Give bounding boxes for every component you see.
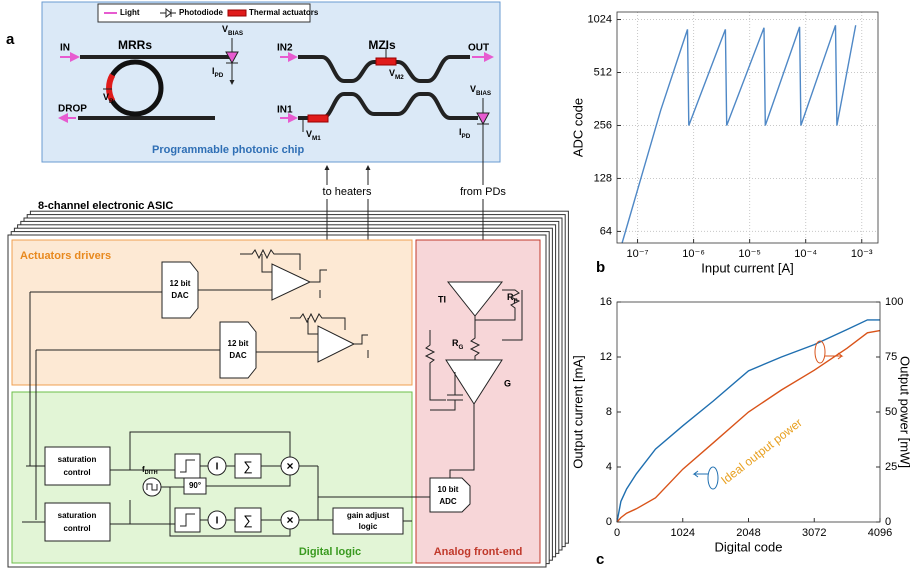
y2-tick-label: 0 — [885, 516, 891, 528]
integrator-label: I — [216, 462, 219, 473]
dac-label: 12 bit — [170, 279, 191, 288]
figure: a Light Photodiode Thermal actuators MRRs IN D… — [0, 0, 914, 572]
sum-label: ∑ — [243, 458, 252, 473]
y-tick-label: 512 — [594, 66, 612, 78]
dac — [220, 322, 256, 378]
y2-axis-label: Output power [mW] — [898, 356, 913, 468]
legend-text: Thermal actuators — [249, 8, 319, 17]
port-label: IN2 — [277, 43, 293, 54]
y-tick-label: 128 — [594, 172, 612, 184]
g-label: G — [504, 378, 511, 388]
symbol-sub: BIAS — [228, 30, 243, 37]
port-label: DROP — [58, 104, 87, 115]
y-axis-label: Output current [mA] — [570, 355, 585, 468]
saturation-label: control — [63, 468, 90, 477]
x-tick-label: 10⁻⁷ — [627, 248, 649, 260]
mrr-title: MRRs — [118, 38, 152, 52]
dac-label: 12 bit — [228, 339, 249, 348]
x-tick-label: 10⁻⁵ — [738, 248, 761, 260]
x-tick-label: 10⁻⁶ — [682, 248, 705, 260]
symbol-sub: PD — [462, 133, 471, 140]
saturation-label: control — [63, 524, 90, 533]
y-tick-label: 8 — [606, 406, 612, 418]
y-tick-label: 12 — [600, 351, 612, 363]
symbol-sub: G — [459, 344, 464, 351]
port-label: IN1 — [277, 105, 293, 116]
saturation-label: saturation — [58, 511, 97, 520]
y-tick-label: 1024 — [588, 13, 612, 25]
x-tick-label: 10⁻⁴ — [794, 248, 817, 260]
symbol-sub: BIAS — [476, 90, 491, 97]
block-title: Actuators drivers — [20, 250, 111, 262]
multiply-label: × — [286, 513, 293, 527]
sum-label: ∑ — [243, 512, 252, 527]
ti-label: TI — [438, 294, 446, 304]
symbol-sub: R — [109, 98, 114, 105]
y-tick-label: 0 — [606, 516, 612, 528]
asic-title: 8-channel electronic ASIC — [38, 200, 173, 212]
y-axis-label: ADC code — [570, 98, 585, 157]
y2-tick-label: 100 — [885, 296, 903, 308]
page: {"diagram": { "panel_label": "a", "legen… — [0, 0, 914, 572]
legend-heater — [228, 10, 246, 16]
symbol-sub: M2 — [395, 74, 404, 81]
dac — [162, 262, 198, 318]
y-tick-label: 64 — [600, 225, 612, 237]
saturation-box — [45, 503, 110, 541]
adc-label: ADC — [439, 497, 457, 506]
x-tick-label: 2048 — [736, 527, 760, 539]
mzi-title: MZIs — [368, 38, 396, 52]
block-title: Digital logic — [299, 546, 361, 558]
dac-label: DAC — [171, 291, 189, 300]
y2-tick-label: 75 — [885, 351, 897, 363]
symbol-sub: PD — [215, 72, 224, 79]
panel-label: a — [6, 31, 15, 48]
integrator-label: I — [216, 516, 219, 527]
x-tick-label: 3072 — [802, 527, 826, 539]
x-axis-label: Input current [A] — [701, 260, 794, 275]
link-label: from PDs — [460, 186, 506, 198]
heater — [308, 115, 328, 122]
phase-label: 90° — [189, 481, 201, 490]
x-tick-label: 1024 — [671, 527, 695, 539]
legend-text: Light — [120, 8, 140, 17]
panel-label: c — [596, 551, 604, 568]
panel-label: b — [596, 259, 605, 276]
adc-label: 10 bit — [438, 485, 459, 494]
chip-title: Programmable photonic chip — [152, 144, 304, 156]
symbol-sub: M1 — [312, 135, 321, 142]
saturation-box — [45, 447, 110, 485]
x-tick-label: 10⁻³ — [851, 248, 873, 260]
y-tick-label: 4 — [606, 461, 612, 473]
y-tick-label: 256 — [594, 119, 612, 131]
heater — [376, 58, 396, 65]
y2-tick-label: 25 — [885, 461, 897, 473]
nonlinear-block — [175, 454, 200, 478]
x-tick-label: 0 — [614, 527, 620, 539]
block-title: Analog front-end — [434, 546, 523, 558]
multiply-label: × — [286, 459, 293, 473]
x-axis-label: Digital code — [715, 539, 783, 554]
gain-adjust-label: logic — [359, 522, 378, 531]
legend-text: Photodiode — [179, 8, 224, 17]
port-label: OUT — [468, 43, 489, 54]
x-tick-label: 4096 — [868, 527, 892, 539]
link-label: to heaters — [323, 186, 372, 198]
symbol-sub: DITH — [145, 470, 158, 476]
adc — [430, 478, 470, 512]
y2-tick-label: 50 — [885, 406, 897, 418]
saturation-label: saturation — [58, 455, 97, 464]
port-label: IN — [60, 43, 70, 54]
gain-adjust-label: gain adjust — [347, 511, 390, 520]
nonlinear-block — [175, 508, 200, 532]
y-tick-label: 16 — [600, 296, 612, 308]
dac-label: DAC — [229, 351, 247, 360]
